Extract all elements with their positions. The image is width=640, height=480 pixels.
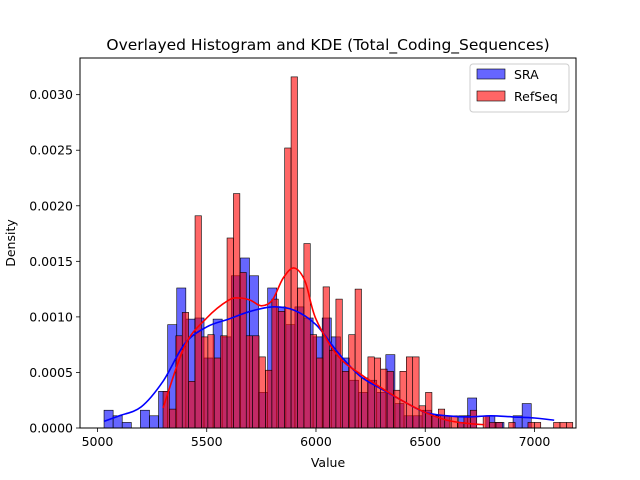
refseq-bar [508,422,516,429]
refseq-bar [489,422,497,429]
legend: SRA RefSeq [469,63,570,113]
y-tick-label: 0.0020 [29,198,73,213]
refseq-bar [194,215,202,429]
refseq-bar [444,415,452,429]
refseq-bar [482,415,490,429]
refseq-bar [348,334,356,429]
y-axis-label: Density [3,219,18,267]
refseq-bar [495,422,503,429]
refseq-bar [239,272,247,429]
refseq-bar [213,357,221,429]
refseq-bar [470,409,478,429]
refseq-bar [373,357,381,429]
legend-swatch-refseq [476,90,506,102]
sra-bar [121,422,132,429]
refseq-bar [265,369,273,429]
sra-kde-line [103,306,555,423]
refseq-bar [354,288,362,429]
plot-frame [79,57,577,429]
y-axis-ticks: 0.0000 0.0005 0.0010 0.0015 0.0020 0.0025 0.00… [29,87,80,436]
refseq-bar [226,237,234,429]
x-tick-label: 5000 [82,434,114,449]
refseq-kde-line [162,267,485,426]
refseq-bar [169,408,177,429]
refseq-bar [566,422,574,429]
x-axis-ticks: 5000 5500 6000 6500 7000 [82,428,551,449]
y-tick-label: 0.0010 [29,309,73,324]
refseq-bar [303,243,311,429]
refseq-bar [341,371,349,429]
y-tick-label: 0.0005 [29,365,73,380]
sra-bar [140,409,150,429]
refseq-bar [277,311,285,429]
legend-swatch-sra [476,68,506,80]
refseq-bar [329,349,337,429]
x-axis-label: Value [311,455,346,470]
y-tick-label: 0.0030 [29,87,73,102]
x-tick-label: 5500 [191,434,223,449]
refseq-bar [258,356,266,429]
refseq-bar [188,381,196,429]
refseq-bar [380,368,388,429]
refseq-bar [290,76,298,429]
refseq-bar [271,298,279,429]
refseq-bar [233,193,241,429]
y-tick-label: 0.0015 [29,254,73,269]
y-tick-label: 0.0000 [29,421,73,436]
refseq-bar [335,298,343,429]
refseq-histogram-bars [162,76,574,429]
refseq-bar [534,422,542,429]
sra-bar [149,415,159,429]
refseq-bar [220,335,228,429]
refseq-bar [559,422,567,429]
refseq-bar [412,356,420,429]
refseq-bar [316,357,324,429]
refseq-bar [181,312,189,429]
legend-label-refseq: RefSeq [514,89,558,104]
refseq-bar [322,286,330,429]
kde-curves [103,267,555,426]
refseq-bar [252,335,260,429]
refseq-bar [284,147,292,429]
refseq-bar [367,356,375,429]
x-tick-label: 6500 [409,434,441,449]
refseq-bar [527,422,535,429]
x-tick-label: 6000 [300,434,332,449]
refseq-bar [425,392,433,429]
refseq-bar [418,405,426,429]
refseq-bar [406,356,414,429]
legend-label-sra: SRA [514,67,539,82]
refseq-bar [207,334,215,429]
refseq-bar [386,371,394,429]
refseq-bar [201,336,209,429]
refseq-bar [309,334,317,429]
refseq-bar [297,287,305,429]
refseq-bar [245,335,253,429]
x-tick-label: 7000 [519,434,551,449]
refseq-bar [553,422,561,429]
chart-title: Overlayed Histogram and KDE (Total_Codin… [106,36,549,55]
y-tick-label: 0.0025 [29,143,73,158]
refseq-bar [361,377,369,429]
